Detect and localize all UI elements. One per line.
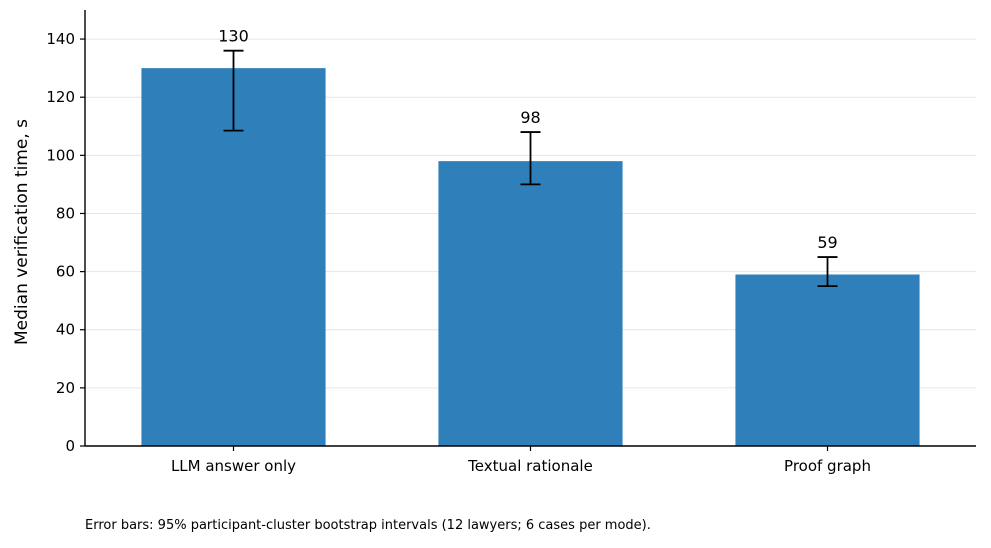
y-tick-label: 80 <box>56 204 75 222</box>
bars <box>141 68 920 446</box>
labels: 0 20 40 60 80 100 120 140 130 98 59 LLM answer only… <box>46 27 871 475</box>
data-label-3: 59 <box>817 233 837 252</box>
y-tick-label: 20 <box>56 379 75 397</box>
x-tick-label: Textual rationale <box>467 457 593 475</box>
bar-2 <box>438 161 623 446</box>
y-tick-label: 0 <box>65 437 75 455</box>
y-tick-label: 40 <box>56 321 75 339</box>
y-tick-label: 120 <box>46 88 75 106</box>
error-bars <box>223 49 838 288</box>
data-label-1: 130 <box>218 27 249 46</box>
y-tick-label: 60 <box>56 263 75 281</box>
x-tick-label: Proof graph <box>784 457 871 475</box>
y-tick-label: 140 <box>46 30 75 48</box>
bar-3 <box>735 274 920 446</box>
y-axis-title: Median verification time, s <box>12 119 32 345</box>
footnote: Error bars: 95% participant-cluster boot… <box>85 518 651 533</box>
x-tick-label: LLM answer only <box>171 457 296 475</box>
y-tick-label: 100 <box>46 146 75 164</box>
axes <box>80 10 976 451</box>
data-label-2: 98 <box>520 108 540 127</box>
